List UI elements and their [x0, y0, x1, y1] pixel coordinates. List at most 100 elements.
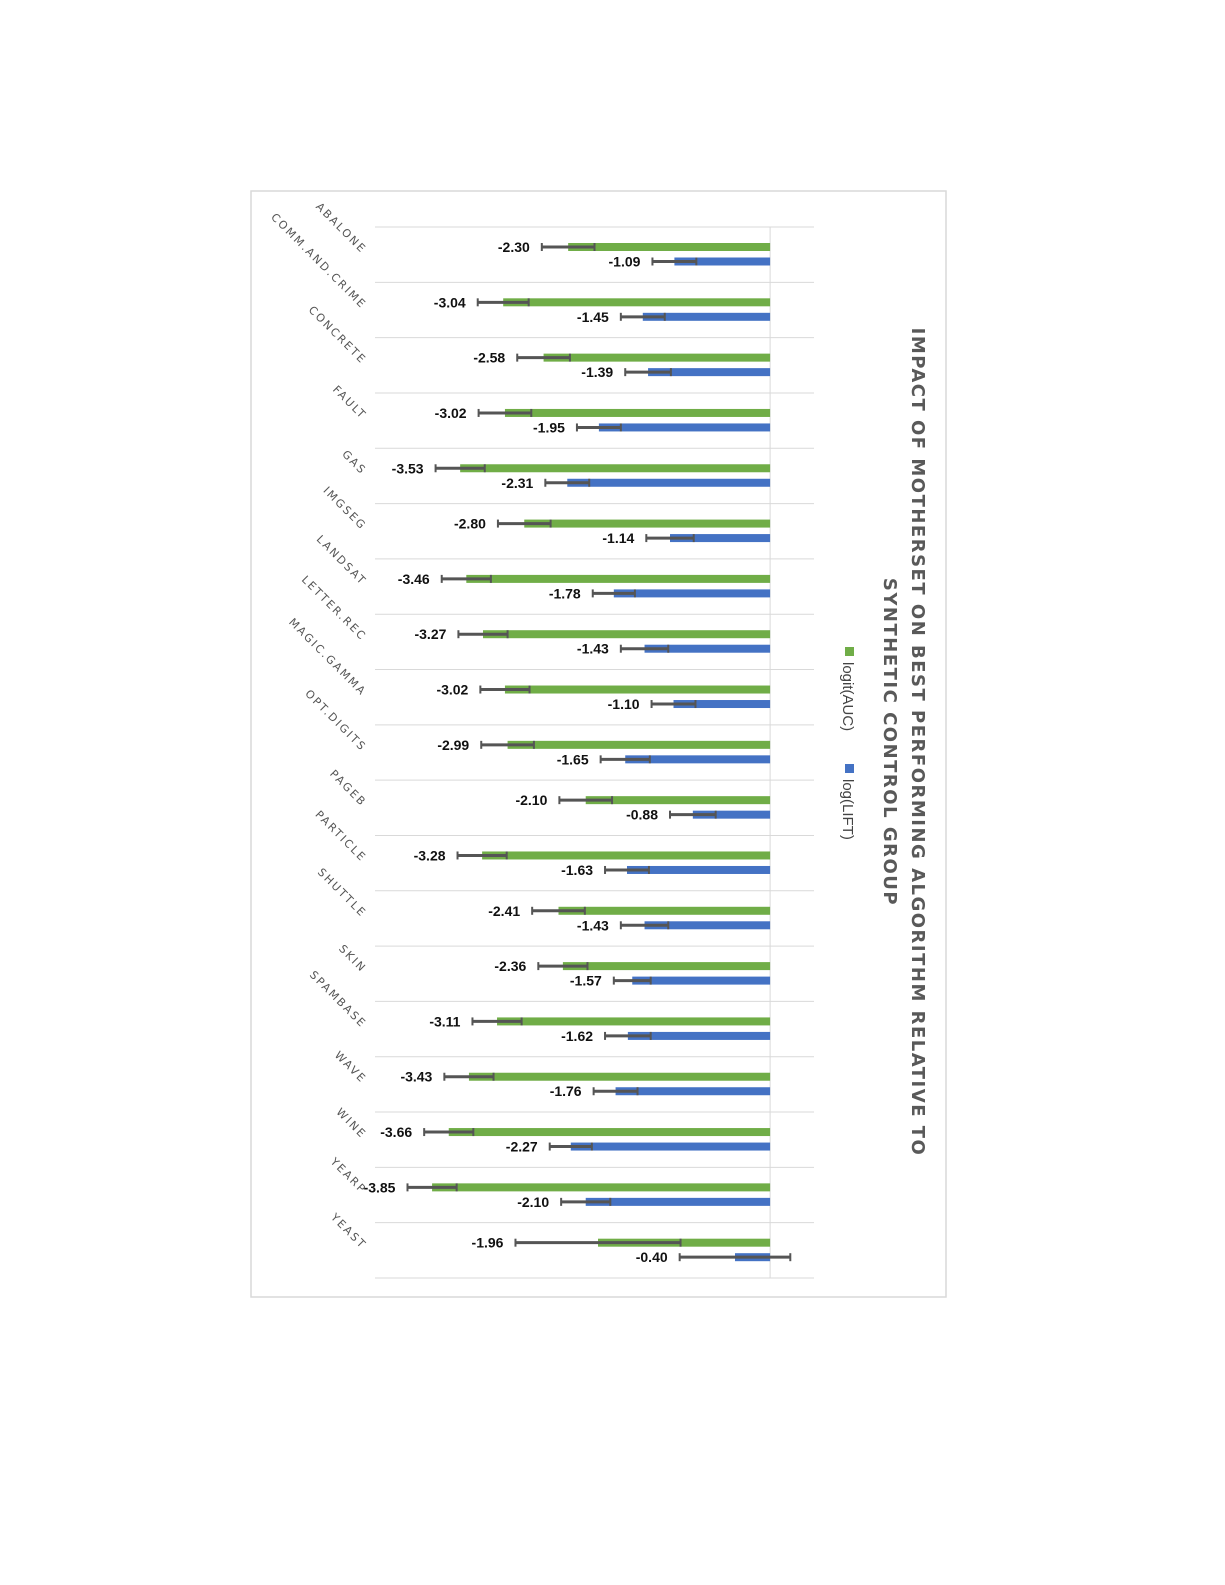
- data-label: -2.58: [473, 350, 505, 366]
- data-label: -1.45: [577, 309, 609, 325]
- error-bar: [423, 1128, 475, 1137]
- logit-auc-bar: [568, 243, 771, 251]
- data-label: -1.43: [577, 917, 609, 933]
- error-bar: [651, 257, 698, 266]
- data-label: -3.28: [414, 847, 446, 863]
- legend-swatch-log-lift: [845, 764, 854, 773]
- logit-auc-bar: [543, 353, 771, 362]
- data-label: -2.80: [454, 516, 486, 532]
- logit-auc-bar: [504, 685, 771, 694]
- data-label: -1.65: [557, 751, 589, 767]
- log-lift-bar: [674, 257, 771, 266]
- log-lift-bar: [644, 921, 771, 930]
- error-bar: [604, 1031, 652, 1040]
- error-bar: [516, 353, 571, 362]
- data-label: -1.09: [609, 254, 641, 270]
- legend-label-log-lift: log(LIFT): [839, 779, 856, 840]
- error-bar: [599, 755, 651, 764]
- data-label: -2.36: [494, 958, 526, 974]
- error-bar: [496, 519, 552, 528]
- log-lift-bar: [570, 1142, 771, 1151]
- logit-auc-bar: [562, 962, 771, 971]
- error-bar: [531, 906, 586, 915]
- error-bar: [514, 1238, 682, 1247]
- data-label: -1.57: [570, 973, 602, 989]
- data-label: -3.04: [434, 294, 466, 310]
- log-lift-bar: [585, 1197, 771, 1206]
- data-label: -3.27: [414, 626, 446, 642]
- legend-swatch-logit-auc: [845, 647, 854, 656]
- error-bar: [443, 1072, 495, 1081]
- log-lift-bar: [673, 700, 771, 709]
- log-lift-bar: [613, 589, 771, 598]
- error-bar: [678, 1253, 792, 1262]
- error-bar: [592, 1087, 639, 1096]
- logit-auc-bar: [497, 1017, 771, 1026]
- data-label: -3.02: [435, 405, 467, 421]
- error-bar: [440, 574, 492, 583]
- logit-auc-bar: [585, 796, 771, 805]
- data-label: -1.95: [533, 419, 565, 435]
- data-label: -3.11: [429, 1013, 460, 1029]
- data-label: -2.27: [506, 1139, 538, 1155]
- error-bar: [476, 298, 530, 307]
- log-lift-bar: [692, 810, 771, 819]
- error-bar: [669, 810, 717, 819]
- data-label: -1.43: [577, 641, 609, 657]
- data-label: -0.88: [626, 807, 658, 823]
- gridlines: [375, 226, 814, 1279]
- data-label: -2.31: [501, 475, 533, 491]
- data-label: -1.96: [472, 1235, 504, 1251]
- error-bar: [650, 700, 697, 709]
- logit-auc-bar: [482, 851, 771, 860]
- error-bar: [619, 644, 670, 653]
- error-bar: [624, 368, 672, 377]
- data-label: -3.85: [364, 1179, 396, 1195]
- log-lift-bar: [625, 755, 771, 764]
- logit-auc-bar: [468, 1072, 771, 1081]
- error-bar: [457, 630, 509, 639]
- data-label: -2.30: [498, 239, 530, 255]
- logit-auc-bar: [507, 740, 771, 749]
- log-lift-bar: [632, 976, 771, 985]
- logit-auc-bar: [598, 1238, 771, 1247]
- log-lift-bar: [626, 865, 771, 874]
- error-bar: [456, 851, 508, 860]
- data-label: -2.41: [488, 903, 520, 919]
- log-lift-bar: [644, 644, 771, 653]
- data-label: -3.53: [392, 460, 424, 476]
- error-bar: [558, 796, 614, 805]
- log-lift-bar: [648, 368, 771, 377]
- log-lift-bar: [598, 423, 771, 432]
- error-bar: [540, 243, 596, 251]
- logit-auc-bar: [504, 408, 771, 417]
- logit-auc-bar: [466, 574, 771, 583]
- error-bar: [619, 921, 670, 930]
- error-bar: [575, 423, 622, 432]
- data-label: -2.99: [437, 737, 469, 753]
- log-lift-bar: [670, 534, 771, 543]
- error-bar: [479, 685, 531, 694]
- error-bar: [477, 408, 533, 417]
- data-label: -3.43: [400, 1069, 432, 1085]
- data-label: -3.46: [398, 571, 430, 587]
- logit-auc-bar: [503, 298, 771, 307]
- logit-auc-bar: [448, 1128, 771, 1137]
- error-bar: [619, 312, 666, 321]
- logit-auc-bar: [482, 630, 771, 639]
- data-label: -1.63: [561, 862, 593, 878]
- data-label: -0.40: [636, 1249, 668, 1265]
- error-bar: [645, 534, 695, 543]
- logit-auc-bar: [432, 1183, 771, 1192]
- data-label: -1.76: [550, 1083, 582, 1099]
- data-label: -3.02: [436, 682, 468, 698]
- chart-title: IMPACT OF MOTHERSET ON BEST PERFORMING A…: [879, 328, 928, 1157]
- data-label: -1.78: [549, 585, 581, 601]
- error-bar: [537, 962, 589, 971]
- data-label: -3.66: [380, 1124, 412, 1140]
- title-line-1: IMPACT OF MOTHERSET ON BEST PERFORMING A…: [907, 328, 928, 1157]
- error-bar: [480, 740, 535, 749]
- legend-label-logit-auc: logit(AUC): [839, 662, 856, 731]
- error-bar: [548, 1142, 593, 1151]
- data-label: -1.39: [581, 364, 613, 380]
